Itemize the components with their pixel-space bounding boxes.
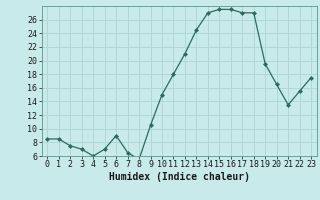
X-axis label: Humidex (Indice chaleur): Humidex (Indice chaleur)	[109, 172, 250, 182]
